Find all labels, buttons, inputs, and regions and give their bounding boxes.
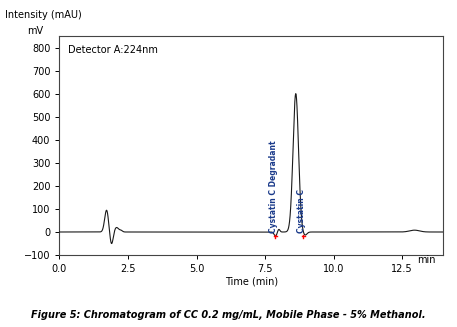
Text: Intensity (mAU): Intensity (mAU)	[5, 10, 81, 20]
Text: min: min	[417, 255, 436, 266]
Text: Figure 5: Chromatogram of CC 0.2 mg/mL, Mobile Phase - 5% Methanol.: Figure 5: Chromatogram of CC 0.2 mg/mL, …	[31, 310, 426, 320]
Text: Detector A:224nm: Detector A:224nm	[68, 45, 158, 55]
Text: Cystatin C Degradant: Cystatin C Degradant	[269, 141, 278, 233]
Text: Cystatin C: Cystatin C	[298, 189, 306, 233]
Text: mV: mV	[27, 26, 43, 36]
X-axis label: Time (min): Time (min)	[225, 277, 278, 287]
